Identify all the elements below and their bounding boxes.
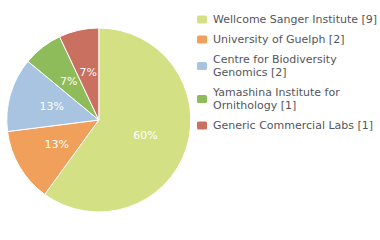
svg-text:13%: 13% xyxy=(44,138,68,151)
svg-text:Centre for Biodiversity: Centre for Biodiversity xyxy=(213,53,337,66)
svg-text:Generic Commercial Labs [1]: Generic Commercial Labs [1] xyxy=(213,119,373,132)
svg-text:Wellcome Sanger Institute [9]: Wellcome Sanger Institute [9] xyxy=(213,13,377,26)
svg-text:Genomics [2]: Genomics [2] xyxy=(213,66,287,79)
svg-text:60%: 60% xyxy=(133,129,157,142)
svg-text:Yamashina Institute for: Yamashina Institute for xyxy=(212,86,340,99)
svg-text:Ornithology [1]: Ornithology [1] xyxy=(213,99,296,112)
svg-text:7%: 7% xyxy=(79,66,96,79)
svg-text:13%: 13% xyxy=(40,100,64,113)
svg-text:University of Guelph [2]: University of Guelph [2] xyxy=(213,33,344,46)
svg-text:7%: 7% xyxy=(60,75,77,88)
